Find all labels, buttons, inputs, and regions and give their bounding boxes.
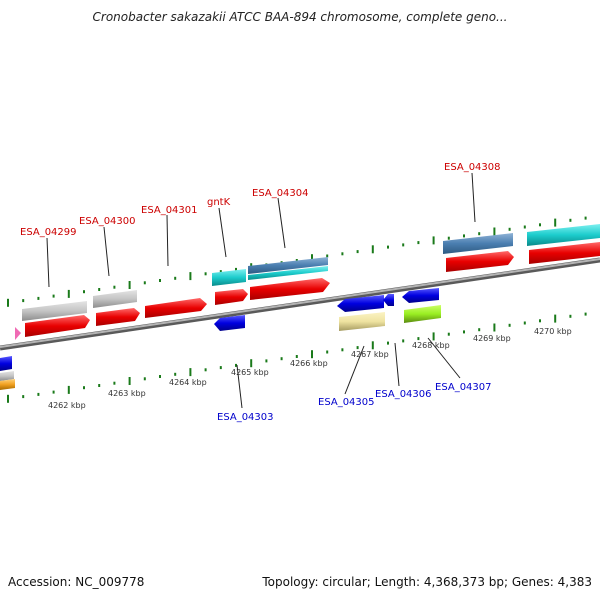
gene-label-esa-04301[interactable]: ESA_04301 bbox=[141, 205, 198, 216]
topology-summary-text: Topology: circular; Length: 4,368,373 bp… bbox=[262, 575, 592, 589]
leader-04306 bbox=[394, 342, 400, 387]
forward-arrow-04299[interactable] bbox=[25, 315, 90, 337]
map-title: Cronobacter sakazakii ATCC BAA-894 chrom… bbox=[92, 10, 508, 24]
leader-04301 bbox=[166, 214, 169, 267]
scale-label-4262: 4262 kbp bbox=[48, 401, 86, 410]
scale-label-4263: 4263 kbp bbox=[108, 389, 146, 398]
scale-label-4265: 4265 kbp bbox=[231, 368, 269, 377]
left-edge-gray-bar[interactable] bbox=[0, 371, 14, 381]
gene-bar-cyan-edge[interactable] bbox=[527, 224, 600, 246]
gene-bar-04304-steel[interactable] bbox=[248, 257, 328, 274]
reverse-arrow-04303[interactable] bbox=[214, 315, 245, 331]
forward-gene-labels: ESA_04299 ESA_04300 ESA_04301 gntK ESA_0… bbox=[20, 162, 501, 238]
forward-arrow-04308[interactable] bbox=[446, 251, 514, 272]
leader-04305 bbox=[344, 345, 365, 395]
gene-bar-gntk-cyan[interactable] bbox=[212, 269, 246, 286]
forward-arrow-gntk[interactable] bbox=[215, 289, 248, 305]
gene-label-esa-04299[interactable]: ESA_04299 bbox=[20, 227, 77, 238]
gene-label-esa-04308[interactable]: ESA_04308 bbox=[444, 162, 501, 173]
leader-04304 bbox=[277, 197, 286, 249]
scale-label-4267: 4267 kbp bbox=[351, 350, 389, 359]
scale-label-4270: 4270 kbp bbox=[534, 327, 572, 336]
reverse-gene-labels: ESA_04303 ESA_04305 ESA_04306 ESA_04307 bbox=[217, 382, 492, 423]
leader-04308 bbox=[471, 172, 476, 223]
scale-labels: 4262 kbp 4263 kbp 4264 kbp 4265 kbp 4266… bbox=[48, 327, 572, 410]
gene-label-esa-04304[interactable]: ESA_04304 bbox=[252, 188, 309, 199]
gene-label-esa-04306[interactable]: ESA_04306 bbox=[375, 389, 432, 400]
forward-outer-track bbox=[22, 224, 600, 321]
gene-label-esa-04300[interactable]: ESA_04300 bbox=[79, 216, 136, 227]
reverse-arrow-04307[interactable] bbox=[402, 288, 439, 303]
reverse-bar-04305-khaki[interactable] bbox=[339, 312, 385, 331]
forward-arrow-edge[interactable] bbox=[529, 242, 600, 264]
gene-bar-04308-steel[interactable] bbox=[443, 233, 513, 254]
leader-04300 bbox=[103, 226, 110, 277]
accession-text: Accession: NC_009778 bbox=[8, 575, 145, 589]
reverse-arrow-left-edge[interactable] bbox=[0, 356, 12, 371]
scale-label-4269: 4269 kbp bbox=[473, 334, 511, 343]
leader-04303 bbox=[236, 364, 243, 409]
leader-04307 bbox=[427, 337, 461, 379]
forward-arrow-04301[interactable] bbox=[145, 298, 207, 318]
gene-bar-04300-gray[interactable] bbox=[93, 290, 137, 308]
forward-arrow-04300[interactable] bbox=[96, 308, 140, 326]
leader-04299 bbox=[46, 237, 50, 288]
gene-label-esa-04307[interactable]: ESA_04307 bbox=[435, 382, 492, 393]
gene-label-gntk[interactable]: gntK bbox=[207, 197, 231, 208]
gene-label-esa-04303[interactable]: ESA_04303 bbox=[217, 412, 274, 423]
leader-gntk bbox=[218, 207, 227, 258]
scale-label-4268: 4268 kbp bbox=[412, 341, 450, 350]
forward-arrow-04304[interactable] bbox=[250, 278, 330, 300]
reverse-bar-04307-lime[interactable] bbox=[404, 305, 441, 323]
scale-label-4266: 4266 kbp bbox=[290, 359, 328, 368]
gene-bar-04299-gray[interactable] bbox=[22, 301, 87, 321]
reverse-arrow-small[interactable] bbox=[383, 294, 394, 306]
gene-label-esa-04305[interactable]: ESA_04305 bbox=[318, 397, 375, 408]
chromosome-backbone-highlight bbox=[0, 258, 600, 348]
scale-label-4264: 4264 kbp bbox=[169, 378, 207, 387]
reverse-arrow-04305[interactable] bbox=[337, 295, 384, 312]
label-leaders bbox=[46, 172, 476, 409]
gene-bar-04304-cyan[interactable] bbox=[248, 266, 328, 280]
lower-tick-track bbox=[7, 312, 587, 403]
forward-inner-track bbox=[15, 242, 600, 340]
left-edge-orange-bar[interactable] bbox=[0, 379, 15, 390]
pink-marker[interactable] bbox=[15, 327, 21, 340]
reverse-track bbox=[0, 288, 441, 390]
